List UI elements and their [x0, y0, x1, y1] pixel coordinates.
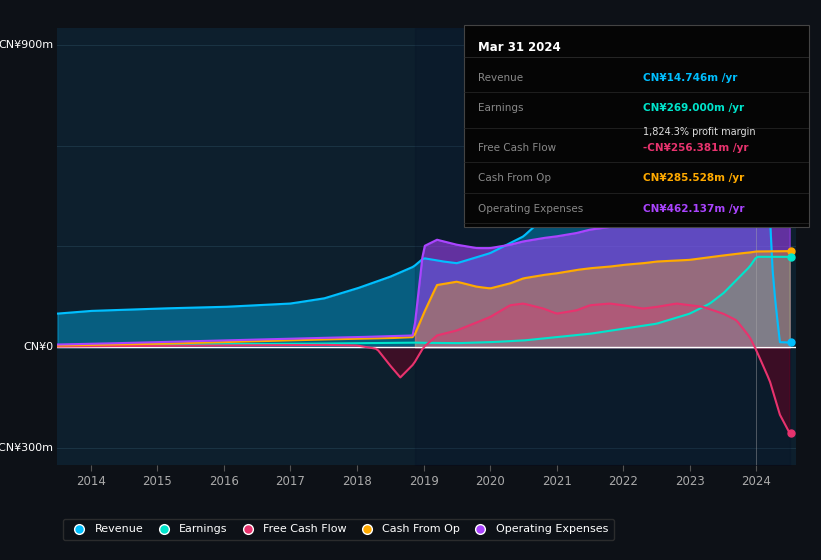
- Text: CN¥269.000m /yr: CN¥269.000m /yr: [643, 103, 745, 113]
- Text: Free Cash Flow: Free Cash Flow: [478, 143, 556, 153]
- Legend: Revenue, Earnings, Free Cash Flow, Cash From Op, Operating Expenses: Revenue, Earnings, Free Cash Flow, Cash …: [62, 519, 614, 540]
- Text: CN¥462.137m /yr: CN¥462.137m /yr: [643, 204, 745, 214]
- Text: CN¥14.746m /yr: CN¥14.746m /yr: [643, 73, 737, 83]
- Text: 1,824.3% profit margin: 1,824.3% profit margin: [643, 127, 756, 137]
- Text: -CN¥256.381m /yr: -CN¥256.381m /yr: [643, 143, 749, 153]
- Text: -CN¥300m: -CN¥300m: [0, 443, 54, 453]
- Text: Operating Expenses: Operating Expenses: [478, 204, 583, 214]
- Text: Mar 31 2024: Mar 31 2024: [478, 41, 561, 54]
- Text: CN¥900m: CN¥900m: [0, 40, 54, 50]
- Text: CN¥285.528m /yr: CN¥285.528m /yr: [643, 174, 745, 184]
- Text: Cash From Op: Cash From Op: [478, 174, 551, 184]
- Text: CN¥0: CN¥0: [24, 342, 54, 352]
- FancyBboxPatch shape: [464, 25, 809, 227]
- Text: Earnings: Earnings: [478, 103, 523, 113]
- Text: Revenue: Revenue: [478, 73, 523, 83]
